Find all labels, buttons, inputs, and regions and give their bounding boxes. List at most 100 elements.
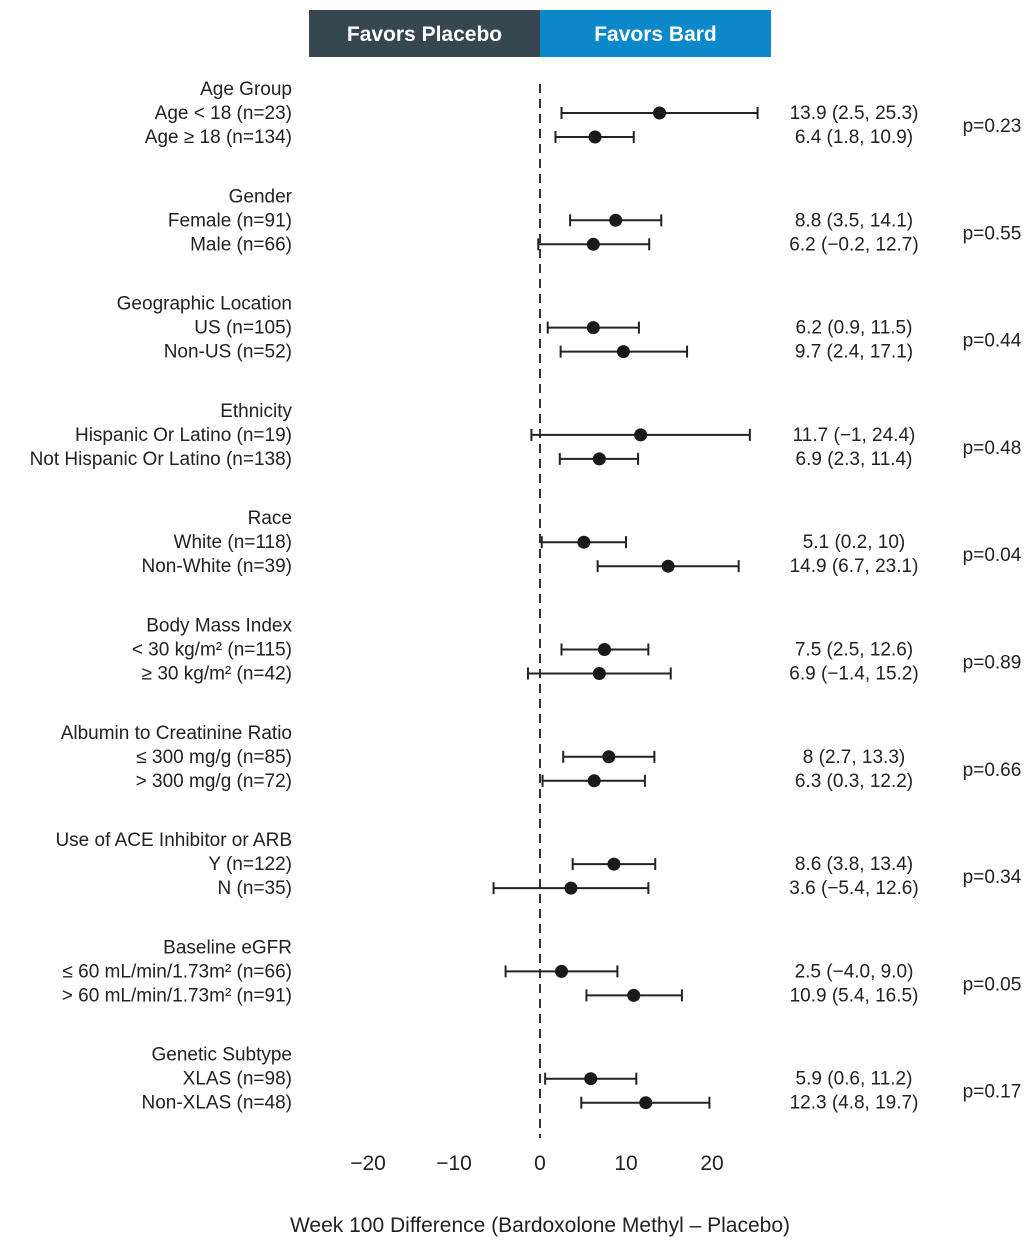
estimate-ci-text: 8.6 (3.8, 13.4) — [795, 854, 913, 875]
row-label: > 60 mL/min/1.73m² (n=91) — [62, 985, 292, 1006]
subgroup-3: Ethnicity Hispanic Or Latino (n=19) 11.7 (… — [30, 401, 1022, 470]
estimate-ci-text: 10.9 (5.4, 16.5) — [790, 985, 919, 1006]
subgroup-title: Baseline eGFR — [163, 937, 292, 958]
p-value: p=0.34 — [963, 867, 1022, 888]
row-label: N (n=35) — [218, 878, 292, 899]
subgroup-1: Gender Female (n=91) 8.8 (3.5, 14.1) Male (… — [168, 186, 1021, 255]
row-label: < 30 kg/m² (n=115) — [132, 640, 292, 661]
row-label: ≤ 300 mg/g (n=85) — [136, 747, 292, 768]
subgroup-title: Gender — [229, 186, 293, 207]
row-label: Non-US (n=52) — [164, 342, 292, 363]
point-estimate — [661, 559, 675, 573]
p-value: p=0.05 — [963, 974, 1022, 995]
estimate-ci-text: 6.3 (0.3, 12.2) — [795, 771, 913, 792]
favors-bard-label: Favors Bard — [594, 23, 717, 46]
row-label: Not Hispanic Or Latino (n=138) — [30, 449, 292, 470]
subgroup-2: Geographic Location US (n=105) 6.2 (0.9, 1… — [117, 294, 1022, 363]
x-axis-ticks: −20 −10 0 10 20 — [350, 1152, 723, 1175]
p-value: p=0.44 — [963, 331, 1022, 352]
subgroup-rows: Age Group Age < 18 (n=23) 13.9 (2.5, 25.3)… — [30, 79, 1022, 1114]
point-estimate — [653, 106, 667, 120]
x-axis-label: Week 100 Difference (Bardoxolone Methyl … — [290, 1214, 790, 1237]
x-tick-label: −20 — [350, 1152, 386, 1175]
estimate-ci-text: 7.5 (2.5, 12.6) — [795, 640, 913, 661]
favors-bard-banner — [540, 10, 771, 57]
row-label: > 300 mg/g (n=72) — [136, 771, 292, 792]
row-label: White (n=118) — [174, 532, 292, 553]
subgroup-0: Age Group Age < 18 (n=23) 13.9 (2.5, 25.3)… — [145, 79, 1022, 148]
row-label: Female (n=91) — [168, 210, 292, 231]
row-label: Non-White (n=39) — [142, 556, 292, 577]
point-estimate — [592, 667, 606, 680]
row-label: ≤ 60 mL/min/1.73m² (n=66) — [62, 961, 292, 982]
subgroup-7: Use of ACE Inhibitor or ARB Y (n=122) 8.6 … — [55, 830, 1021, 899]
point-estimate — [586, 321, 600, 335]
estimate-ci-text: 12.3 (4.8, 19.7) — [790, 1093, 919, 1114]
point-estimate — [592, 452, 606, 466]
subgroup-5: Body Mass Index < 30 kg/m² (n=115) 7.5 (2.… — [132, 616, 1022, 685]
estimate-ci-text: 6.9 (2.3, 11.4) — [796, 449, 913, 470]
estimate-ci-text: 8.8 (3.5, 14.1) — [795, 210, 913, 231]
row-label: Age ≥ 18 (n=134) — [145, 127, 292, 148]
row-label: Y (n=122) — [208, 854, 292, 875]
header-banner: Favors Placebo Favors Bard — [309, 10, 771, 57]
estimate-ci-text: 6.4 (1.8, 10.9) — [795, 127, 913, 148]
point-estimate — [577, 535, 591, 549]
estimate-ci-text: 11.7 (−1, 24.4) — [793, 425, 916, 446]
point-estimate — [616, 345, 630, 359]
subgroup-title: Use of ACE Inhibitor or ARB — [55, 830, 292, 851]
x-tick-label: 0 — [534, 1152, 546, 1175]
estimate-ci-text: 6.2 (0.9, 11.5) — [796, 318, 913, 339]
subgroup-title: Age Group — [200, 79, 292, 100]
estimate-ci-text: 3.6 (−5.4, 12.6) — [789, 878, 918, 899]
row-label: ≥ 30 kg/m² (n=42) — [142, 664, 292, 685]
estimate-ci-text: 5.9 (0.6, 11.2) — [796, 1069, 913, 1090]
p-value: p=0.48 — [963, 438, 1022, 459]
row-label: Male (n=66) — [190, 234, 292, 255]
subgroup-title: Body Mass Index — [146, 616, 292, 637]
point-estimate — [584, 1072, 598, 1086]
subgroup-8: Baseline eGFR ≤ 60 mL/min/1.73m² (n=66) 2.… — [62, 937, 1022, 1006]
subgroup-4: Race White (n=118) 5.1 (0.2, 10) Non-White … — [142, 508, 1022, 577]
p-value: p=0.55 — [963, 223, 1022, 244]
row-label: Hispanic Or Latino (n=19) — [75, 425, 292, 446]
estimate-ci-text: 8 (2.7, 13.3) — [803, 747, 905, 768]
subgroup-title: Geographic Location — [117, 294, 292, 315]
estimate-ci-text: 6.9 (−1.4, 15.2) — [789, 664, 918, 685]
point-estimate — [634, 428, 648, 442]
point-estimate — [564, 881, 578, 895]
subgroup-title: Albumin to Creatinine Ratio — [61, 723, 292, 744]
row-label: Age < 18 (n=23) — [155, 103, 292, 124]
estimate-ci-text: 6.2 (−0.2, 12.7) — [789, 234, 918, 255]
row-label: XLAS (n=98) — [183, 1069, 292, 1090]
point-estimate — [639, 1096, 653, 1110]
estimate-ci-text: 2.5 (−4.0, 9.0) — [795, 961, 914, 982]
point-estimate — [607, 857, 621, 871]
p-value: p=0.89 — [963, 653, 1022, 674]
subgroup-title: Race — [248, 508, 292, 529]
p-value: p=0.66 — [963, 760, 1022, 781]
subgroup-9: Genetic Subtype XLAS (n=98) 5.9 (0.6, 11.2… — [142, 1045, 1022, 1114]
point-estimate — [598, 643, 611, 656]
subgroup-title: Genetic Subtype — [152, 1045, 292, 1066]
x-tick-label: −10 — [436, 1152, 472, 1175]
estimate-ci-text: 9.7 (2.4, 17.1) — [795, 342, 913, 363]
subgroup-title: Ethnicity — [220, 401, 292, 422]
p-value: p=0.23 — [963, 116, 1022, 137]
row-label: US (n=105) — [194, 318, 292, 339]
favors-placebo-label: Favors Placebo — [347, 23, 502, 46]
point-estimate — [555, 964, 568, 978]
point-estimate — [609, 213, 623, 227]
point-estimate — [588, 130, 602, 144]
point-estimate — [587, 774, 601, 788]
subgroup-6: Albumin to Creatinine Ratio ≤ 300 mg/g (n… — [61, 723, 1022, 792]
p-value: p=0.04 — [963, 545, 1022, 566]
estimate-ci-text: 14.9 (6.7, 23.1) — [790, 556, 919, 577]
point-estimate — [602, 750, 616, 764]
x-tick-label: 20 — [700, 1152, 723, 1175]
point-estimate — [586, 237, 600, 251]
point-estimate — [627, 988, 641, 1002]
favors-placebo-banner — [309, 10, 540, 57]
estimate-ci-text: 5.1 (0.2, 10) — [803, 532, 905, 553]
